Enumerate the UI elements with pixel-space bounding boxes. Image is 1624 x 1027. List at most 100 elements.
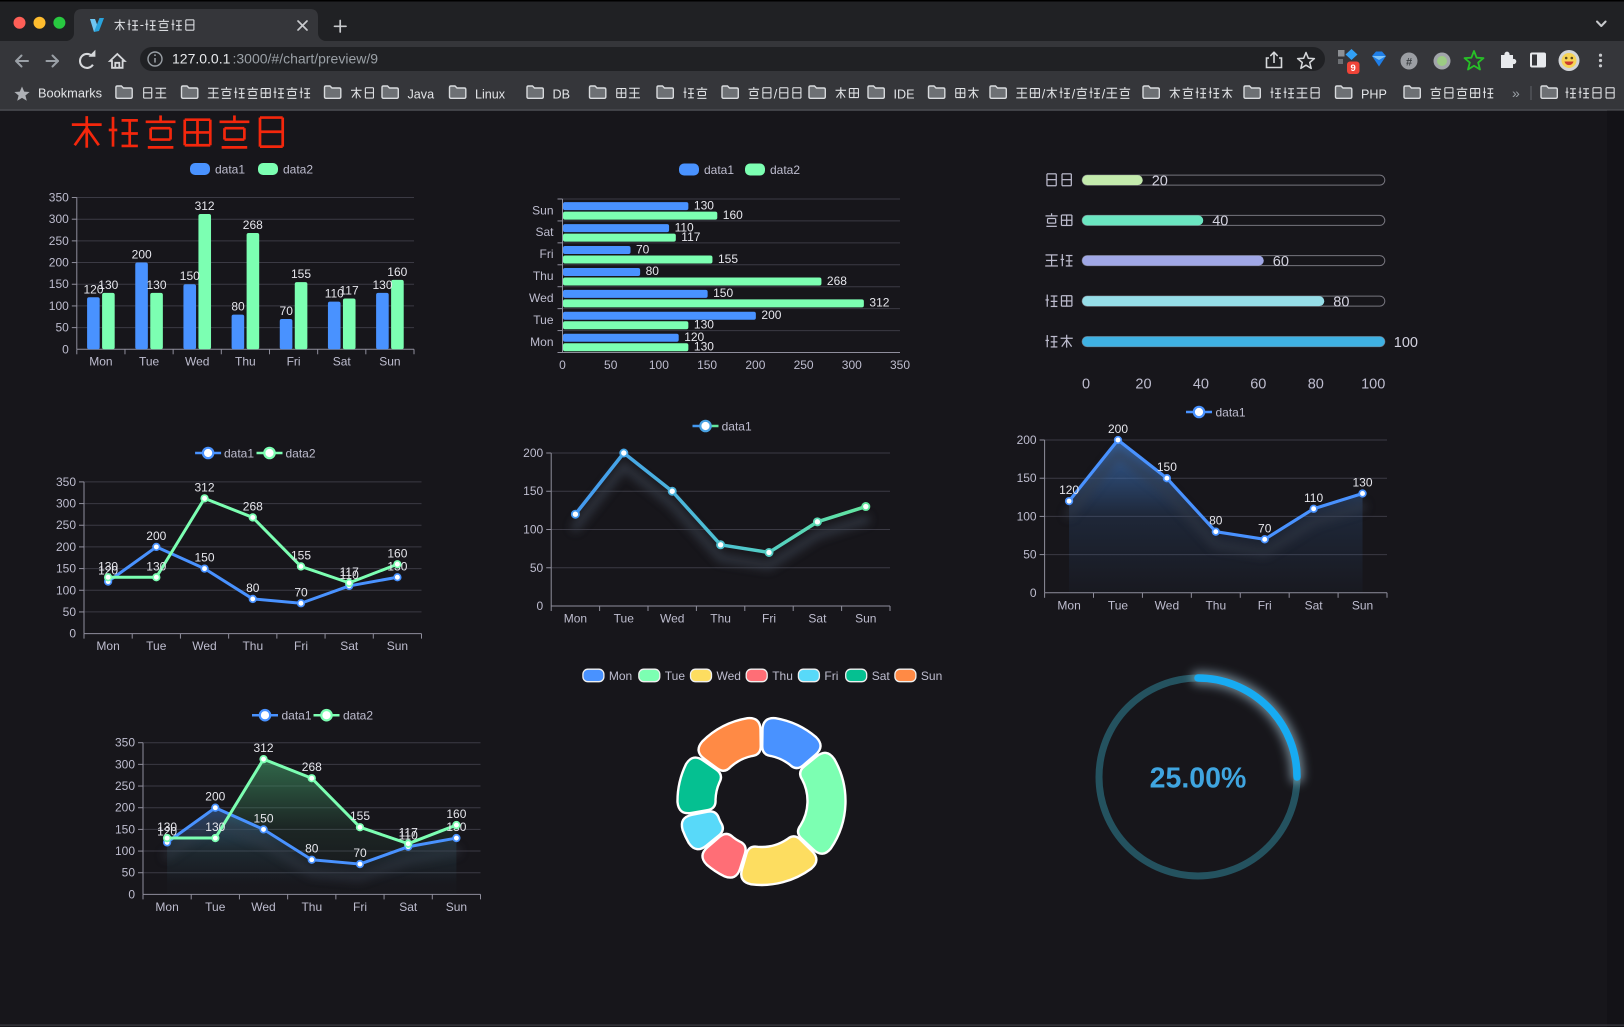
- svg-text:130: 130: [146, 278, 166, 292]
- svg-text:268: 268: [243, 218, 263, 232]
- svg-text:Thu: Thu: [1205, 598, 1226, 612]
- svg-text:100: 100: [1017, 509, 1037, 523]
- svg-text:350: 350: [115, 736, 135, 750]
- svg-text:IDE: IDE: [894, 87, 915, 101]
- svg-text:0: 0: [128, 887, 135, 901]
- svg-text:300: 300: [115, 757, 135, 771]
- svg-text:268: 268: [243, 499, 263, 513]
- svg-text:150: 150: [115, 822, 135, 836]
- svg-text:150: 150: [253, 811, 273, 825]
- svg-text:0: 0: [69, 627, 76, 641]
- svg-text:Mon: Mon: [609, 669, 632, 683]
- svg-text:100: 100: [1361, 377, 1385, 393]
- svg-text:Wed: Wed: [251, 900, 275, 914]
- svg-text:data1: data1: [215, 163, 245, 177]
- svg-text:117: 117: [340, 565, 359, 579]
- svg-text:130: 130: [205, 820, 225, 834]
- svg-text:350: 350: [49, 191, 69, 205]
- svg-text:50: 50: [63, 605, 77, 619]
- svg-text:20: 20: [1135, 377, 1151, 393]
- svg-text:130: 130: [694, 318, 714, 332]
- svg-text:160: 160: [387, 546, 407, 560]
- svg-text:Sat: Sat: [535, 225, 554, 239]
- svg-text:130: 130: [98, 559, 118, 573]
- svg-text:127.0.0.1: 127.0.0.1: [172, 51, 231, 67]
- svg-text:200: 200: [56, 540, 76, 554]
- svg-text:Sat: Sat: [333, 354, 352, 368]
- svg-text:Wed: Wed: [717, 669, 741, 683]
- svg-text:Thu: Thu: [710, 612, 731, 626]
- svg-text:data2: data2: [770, 163, 800, 177]
- svg-text:/: /: [1102, 87, 1106, 101]
- svg-text:200: 200: [205, 790, 225, 804]
- svg-text:Mon: Mon: [1057, 598, 1080, 612]
- svg-text:312: 312: [194, 480, 214, 494]
- svg-text:Wed: Wed: [192, 639, 216, 653]
- svg-text:Sun: Sun: [446, 900, 467, 914]
- svg-text:data2: data2: [283, 163, 313, 177]
- svg-text:/: /: [1042, 87, 1046, 101]
- svg-text:20: 20: [1152, 173, 1168, 189]
- svg-text:70: 70: [636, 242, 650, 256]
- svg-text:PHP: PHP: [1361, 87, 1387, 101]
- svg-text:»: »: [1512, 85, 1520, 101]
- svg-text:Tue: Tue: [1108, 598, 1129, 612]
- svg-text:120: 120: [684, 330, 704, 344]
- svg-text:Thu: Thu: [533, 269, 554, 283]
- svg-text:117: 117: [681, 230, 700, 244]
- svg-text:Mon: Mon: [155, 900, 178, 914]
- svg-text::3000/#/chart/preview/9: :3000/#/chart/preview/9: [233, 51, 379, 67]
- svg-text:data1: data1: [282, 709, 312, 723]
- svg-text:Sat: Sat: [399, 900, 418, 914]
- svg-text:Tue: Tue: [205, 900, 226, 914]
- svg-text:155: 155: [718, 252, 738, 266]
- svg-text:120: 120: [98, 564, 118, 578]
- svg-text:250: 250: [794, 358, 814, 372]
- svg-text:0: 0: [537, 599, 544, 613]
- svg-text:40: 40: [1212, 214, 1228, 230]
- svg-text:110: 110: [340, 568, 359, 582]
- svg-text:Thu: Thu: [242, 639, 263, 653]
- svg-text:70: 70: [353, 846, 367, 860]
- svg-text:120: 120: [157, 824, 177, 838]
- svg-text:/: /: [774, 87, 778, 101]
- svg-text:160: 160: [723, 208, 743, 222]
- svg-text:Sun: Sun: [532, 203, 553, 217]
- svg-text:150: 150: [194, 551, 214, 565]
- svg-text:50: 50: [1023, 548, 1037, 562]
- svg-text:Wed: Wed: [660, 612, 684, 626]
- svg-text:data1: data1: [224, 446, 254, 460]
- svg-text:312: 312: [253, 741, 273, 755]
- svg-text:Thu: Thu: [301, 900, 322, 914]
- svg-text:300: 300: [842, 358, 862, 372]
- svg-text:200: 200: [745, 358, 765, 372]
- svg-text:Fri: Fri: [1258, 598, 1272, 612]
- svg-text:80: 80: [305, 842, 319, 856]
- svg-text:200: 200: [523, 446, 543, 460]
- svg-text:100: 100: [523, 523, 543, 537]
- svg-text:130: 130: [146, 559, 166, 573]
- svg-text:Sat: Sat: [872, 669, 891, 683]
- svg-text:50: 50: [604, 358, 618, 372]
- svg-text:-: -: [140, 18, 144, 32]
- svg-text:Linux: Linux: [475, 87, 506, 101]
- svg-text:200: 200: [132, 248, 152, 262]
- svg-text:Tue: Tue: [665, 669, 686, 683]
- svg-text:200: 200: [1108, 422, 1128, 436]
- svg-text:117: 117: [399, 826, 418, 840]
- svg-text:data1: data1: [1216, 405, 1246, 419]
- svg-text:160: 160: [387, 265, 407, 279]
- svg-text:Tue: Tue: [614, 612, 635, 626]
- svg-text:70: 70: [294, 585, 308, 599]
- svg-text:80: 80: [1308, 377, 1324, 393]
- svg-text:70: 70: [1258, 521, 1272, 535]
- svg-text:70: 70: [280, 304, 294, 318]
- svg-text:Fri: Fri: [762, 612, 776, 626]
- svg-text:150: 150: [180, 269, 200, 283]
- svg-text:130: 130: [157, 820, 177, 834]
- svg-text:80: 80: [1333, 294, 1349, 310]
- svg-text:200: 200: [49, 256, 69, 270]
- svg-text:9: 9: [1351, 63, 1356, 74]
- svg-text:268: 268: [827, 274, 847, 288]
- svg-text:160: 160: [446, 807, 466, 821]
